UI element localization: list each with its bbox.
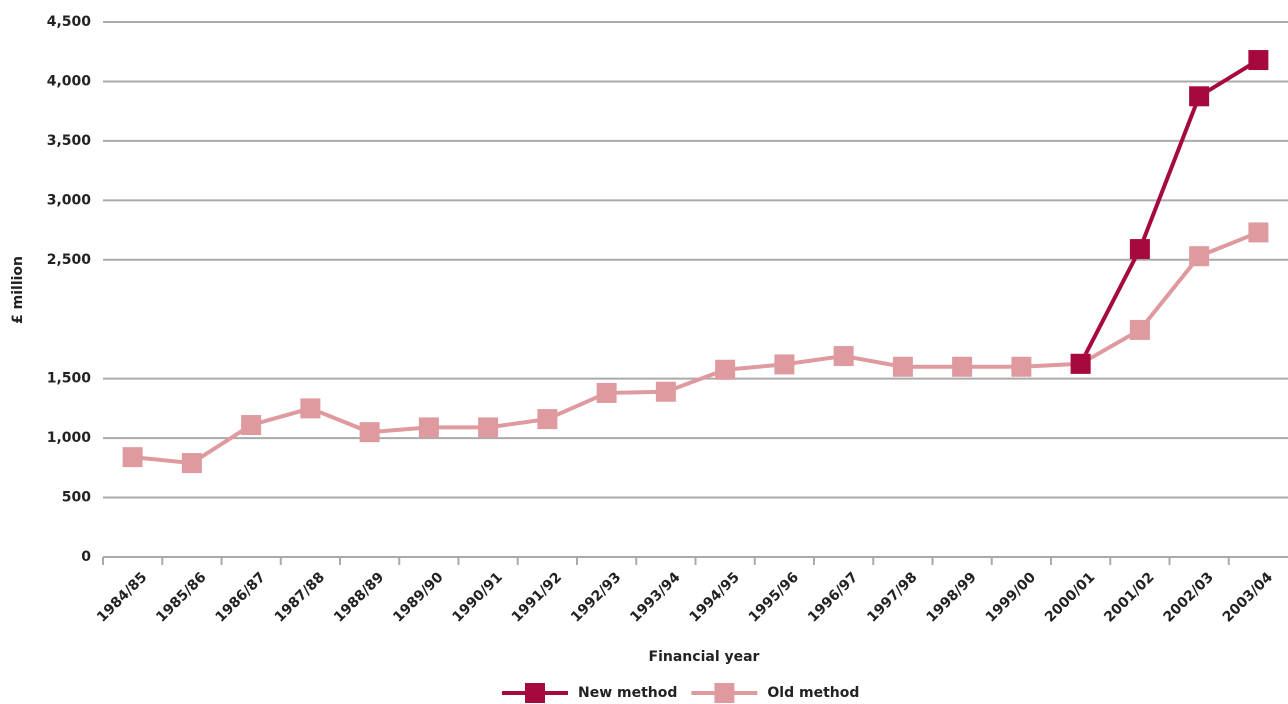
x-tick-label: 2002/03 bbox=[1161, 569, 1217, 625]
x-tick-label: 1994/95 bbox=[687, 569, 743, 625]
legend-marker bbox=[714, 683, 735, 703]
marker bbox=[774, 354, 795, 375]
x-tick-label: 1985/86 bbox=[153, 569, 209, 625]
marker bbox=[952, 356, 973, 377]
legend-label: Old method bbox=[767, 685, 859, 701]
legend-marker bbox=[525, 683, 545, 703]
y-tick-label: 0 bbox=[81, 549, 91, 565]
x-tick-label: 1995/96 bbox=[746, 569, 802, 625]
x-tick-label: 1993/94 bbox=[627, 569, 683, 625]
marker bbox=[833, 346, 854, 367]
marker bbox=[537, 409, 558, 430]
marker bbox=[418, 417, 439, 438]
y-axis-title: £ million bbox=[10, 256, 26, 324]
x-tick-label: 1997/98 bbox=[864, 569, 920, 625]
x-tick-label: 1991/92 bbox=[509, 569, 565, 625]
marker bbox=[1129, 239, 1150, 260]
marker bbox=[181, 453, 202, 474]
series-line bbox=[1078, 58, 1260, 365]
x-tick-label: 1989/90 bbox=[390, 569, 446, 625]
y-tick-label: 3,500 bbox=[47, 133, 92, 149]
y-tick-label: 1,000 bbox=[47, 430, 92, 446]
marker bbox=[1248, 222, 1269, 243]
marker bbox=[715, 359, 736, 380]
y-tick-label: 3,000 bbox=[47, 192, 92, 208]
x-tick-label: 1999/00 bbox=[983, 569, 1039, 625]
marker bbox=[122, 447, 143, 468]
marker bbox=[1248, 50, 1269, 71]
x-tick-label: 1984/85 bbox=[94, 569, 150, 625]
y-tick-label: 4,000 bbox=[47, 73, 92, 89]
marker bbox=[1011, 356, 1032, 377]
y-tick-label: 2,500 bbox=[47, 252, 92, 268]
x-tick-label: 1996/97 bbox=[805, 569, 861, 625]
marker bbox=[596, 382, 617, 403]
y-tick-label: 500 bbox=[62, 490, 91, 506]
x-tick-label: 2001/02 bbox=[1101, 569, 1157, 625]
marker bbox=[1189, 86, 1210, 107]
x-tick-label: 2003/04 bbox=[1220, 569, 1276, 625]
y-tick-label: 1,500 bbox=[47, 371, 92, 387]
x-tick-label: 1998/99 bbox=[924, 569, 980, 625]
marker bbox=[359, 422, 380, 443]
marker bbox=[1070, 353, 1091, 374]
marker bbox=[1129, 319, 1150, 340]
marker bbox=[892, 356, 913, 377]
marker bbox=[1189, 246, 1210, 267]
marker bbox=[241, 415, 262, 436]
x-tick-label: 1986/87 bbox=[213, 569, 269, 625]
marker bbox=[478, 417, 499, 438]
x-tick-label: 1987/88 bbox=[272, 569, 328, 625]
y-tick-label: 4,500 bbox=[47, 14, 92, 30]
x-axis-title: Financial year bbox=[649, 649, 760, 665]
x-tick-label: 1990/91 bbox=[450, 569, 506, 625]
marker bbox=[655, 381, 676, 402]
marker bbox=[300, 398, 321, 419]
x-tick-label: 1988/89 bbox=[331, 569, 387, 625]
x-tick-label: 2000/01 bbox=[1042, 569, 1098, 625]
x-tick-label: 1992/93 bbox=[568, 569, 624, 625]
legend-label: New method bbox=[578, 685, 677, 701]
